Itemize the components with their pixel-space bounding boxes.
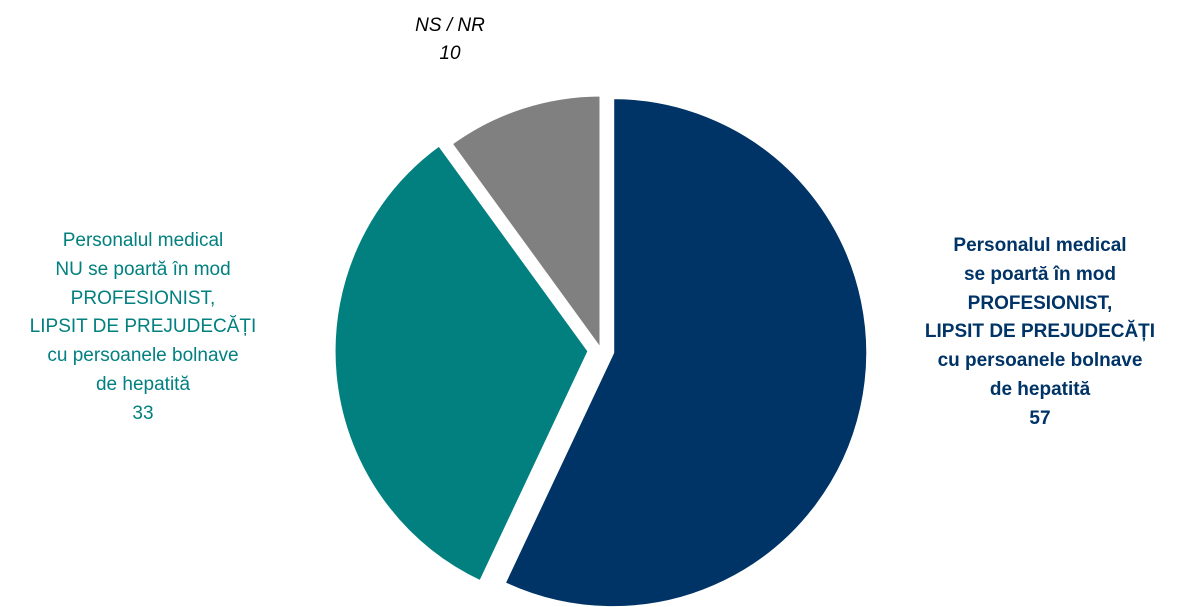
slice-label-line: LIPSIT DE PREJUDECĂȚI [924,321,1156,343]
slice-label-professional: Personalul medical se poartă în mod PROF… [890,232,1189,434]
pie-slice-not-professional [332,143,591,584]
pie-slice-ns-nr [449,93,603,352]
slice-label-not-professional: Personalul medical NU se poartă în mod P… [0,227,286,429]
slice-label-line: de hepatită [95,373,191,395]
slice-label-line: PROFESIONIST, [70,287,216,309]
slice-value-label: 10 [439,43,461,64]
slice-label-line: se poartă în mod [963,263,1117,285]
slice-label-line: PROFESIONIST, [967,292,1113,314]
slice-label-line: cu persoanele bolnave [47,345,239,367]
slice-label-line: cu persoanele bolnave [937,350,1143,372]
slice-label-line: de hepatită [989,378,1091,400]
slice-label-line: Personalul medical [62,230,224,251]
slice-label-line: Personalul medical [953,235,1127,256]
slice-label-line: LIPSIT DE PREJUDECĂȚI [29,316,257,338]
slice-label-line: NS / NR [415,15,485,36]
slice-value-label: 33 [132,402,154,424]
slice-value-label: 57 [1029,407,1051,429]
slice-label-ns-nr: NS / NR 10 [380,12,520,68]
slice-label-line: NU se poartă în mod [55,258,231,280]
